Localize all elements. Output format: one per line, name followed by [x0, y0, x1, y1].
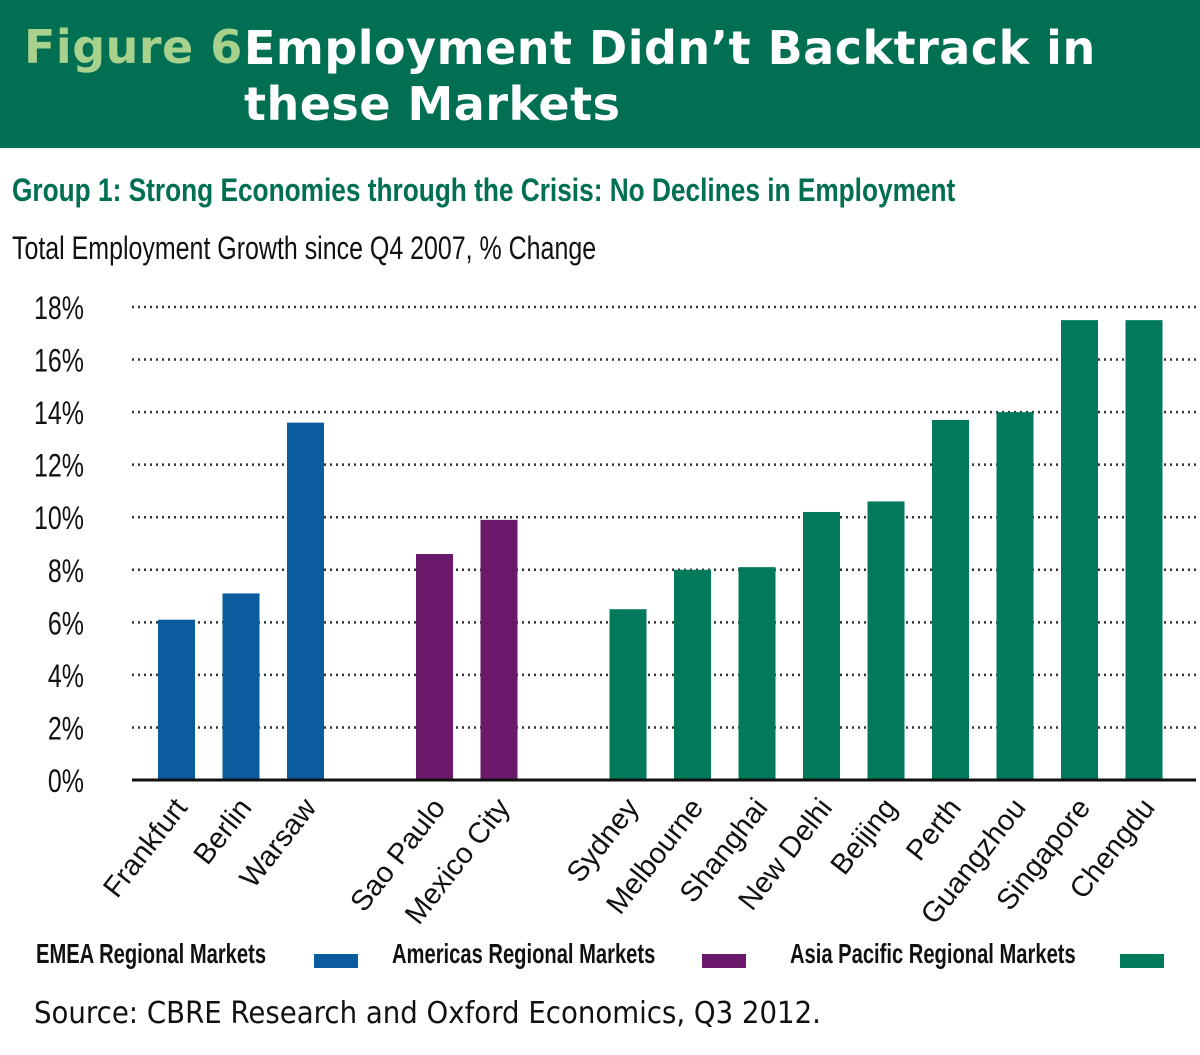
legend-label-asia-pacific: Asia Pacific Regional Markets — [790, 938, 1076, 969]
bar — [996, 412, 1034, 780]
bar — [1125, 320, 1163, 780]
legend-item-asia-pacific: Asia Pacific Regional Markets — [790, 938, 1187, 970]
chart-legend: EMEA Regional Markets Americas Regional … — [0, 938, 1200, 978]
figure-label: Figure 6: — [24, 20, 262, 74]
y-tick-label: 18% — [34, 291, 84, 327]
bar — [867, 501, 905, 780]
bar-chart: 0%2%4%6%8%10%12%14%16%18%FrankfurtBerlin… — [34, 291, 1196, 930]
legend-swatch-asia-pacific — [1120, 954, 1164, 968]
figure-header-banner: Figure 6: Employment Didn’t Backtrack in… — [0, 0, 1200, 148]
legend-swatch-americas — [702, 954, 746, 968]
source-note: Source: CBRE Research and Oxford Economi… — [34, 996, 821, 1031]
legend-item-emea: EMEA Regional Markets — [36, 938, 355, 970]
y-tick-label: 16% — [34, 344, 84, 380]
legend-swatch-emea — [314, 954, 358, 968]
x-tick-label: Frankfurt — [97, 793, 194, 904]
figure-title: Employment Didn’t Backtrack in these Mar… — [244, 21, 1096, 131]
x-tick-label: Beijing — [825, 793, 904, 881]
bar — [609, 609, 647, 780]
bar — [480, 519, 518, 780]
bar — [158, 619, 195, 780]
bar — [287, 422, 324, 780]
y-tick-label: 8% — [48, 554, 84, 590]
y-tick-label: 10% — [34, 501, 84, 537]
bar — [416, 554, 453, 780]
y-tick-label: 6% — [48, 606, 84, 642]
bar — [803, 511, 840, 780]
bar — [674, 569, 711, 780]
legend-label-emea: EMEA Regional Markets — [36, 938, 267, 969]
legend-item-americas: Americas Regional Markets — [392, 938, 758, 970]
legend-label-americas: Americas Regional Markets — [392, 938, 656, 969]
chart-subtitle: Group 1: Strong Economies through the Cr… — [12, 172, 956, 208]
bar — [1061, 320, 1098, 780]
y-tick-label: 0% — [48, 764, 84, 800]
y-tick-label: 12% — [34, 449, 84, 485]
y-tick-label: 2% — [48, 712, 84, 748]
bar — [738, 567, 776, 780]
bar — [932, 419, 969, 780]
y-tick-label: 14% — [34, 396, 84, 432]
bar — [222, 593, 260, 780]
y-tick-label: 4% — [48, 659, 84, 695]
y-axis-label: Total Employment Growth since Q4 2007, %… — [12, 230, 597, 266]
